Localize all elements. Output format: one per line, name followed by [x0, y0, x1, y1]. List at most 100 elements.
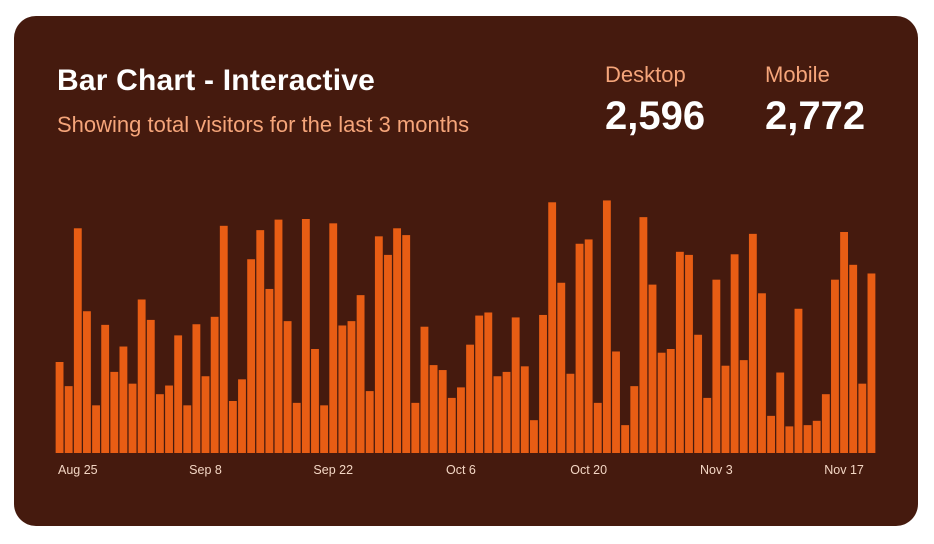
bar[interactable]	[685, 254, 693, 453]
bar[interactable]	[238, 379, 246, 453]
bar[interactable]	[767, 415, 776, 453]
bar[interactable]	[593, 402, 602, 453]
bar[interactable]	[502, 371, 511, 453]
bar[interactable]	[539, 314, 547, 453]
bar[interactable]	[101, 324, 110, 453]
bar[interactable]	[785, 426, 794, 453]
bar[interactable]	[840, 232, 848, 453]
bar[interactable]	[675, 251, 684, 453]
bar[interactable]	[548, 202, 557, 453]
bar[interactable]	[183, 405, 192, 453]
bar[interactable]	[128, 383, 137, 453]
bar[interactable]	[520, 366, 529, 453]
chart-card: Bar Chart - Interactive Showing total vi…	[14, 16, 918, 526]
bar[interactable]	[247, 259, 256, 453]
bar[interactable]	[821, 394, 830, 453]
bar[interactable]	[356, 295, 365, 453]
bar[interactable]	[265, 288, 274, 453]
bar[interactable]	[748, 233, 757, 453]
bar[interactable]	[466, 344, 474, 453]
bar[interactable]	[174, 335, 183, 453]
desktop-total: 2,596	[605, 94, 706, 138]
bar[interactable]	[812, 420, 821, 453]
bar[interactable]	[730, 254, 739, 453]
bar[interactable]	[739, 360, 748, 453]
bar[interactable]	[602, 200, 611, 453]
bar[interactable]	[639, 217, 648, 453]
bar[interactable]	[155, 394, 164, 453]
bar[interactable]	[256, 230, 265, 453]
x-tick-label: Nov 17	[824, 463, 864, 477]
bar[interactable]	[274, 219, 283, 453]
bar[interactable]	[165, 385, 173, 453]
bar[interactable]	[612, 351, 620, 453]
bar[interactable]	[694, 334, 703, 453]
bar[interactable]	[657, 352, 666, 453]
bar[interactable]	[64, 386, 73, 453]
bar[interactable]	[831, 279, 839, 453]
bar[interactable]	[447, 397, 456, 453]
bar[interactable]	[283, 321, 292, 453]
bar[interactable]	[55, 362, 64, 453]
bar[interactable]	[384, 254, 392, 453]
bar[interactable]	[648, 284, 657, 453]
bar[interactable]	[320, 405, 329, 453]
bar[interactable]	[329, 223, 338, 453]
bar[interactable]	[137, 299, 146, 453]
bar[interactable]	[374, 236, 383, 453]
bar[interactable]	[92, 405, 100, 453]
bar[interactable]	[703, 397, 712, 453]
bar[interactable]	[794, 308, 803, 453]
x-tick-label: Oct 6	[446, 463, 476, 477]
bar[interactable]	[83, 311, 91, 453]
x-tick-label: Sep 8	[189, 463, 222, 477]
bar[interactable]	[119, 346, 128, 453]
bar[interactable]	[511, 317, 520, 453]
bar[interactable]	[429, 365, 438, 453]
bar[interactable]	[201, 376, 210, 453]
bar[interactable]	[411, 402, 420, 453]
bar-chart: Aug 25 Sep 8 Sep 22 Oct 6 Oct 20 Nov 3 Nov 17	[55, 200, 876, 477]
bar[interactable]	[721, 365, 730, 453]
bar[interactable]	[311, 349, 319, 453]
bar[interactable]	[338, 325, 347, 453]
bar[interactable]	[438, 370, 447, 453]
bar[interactable]	[529, 420, 538, 453]
bar[interactable]	[73, 228, 82, 453]
bar[interactable]	[493, 376, 502, 453]
bar[interactable]	[365, 391, 374, 453]
desktop-toggle[interactable]: Desktop 2,596	[605, 62, 705, 139]
bar[interactable]	[621, 425, 630, 453]
bar[interactable]	[776, 372, 785, 453]
bar[interactable]	[712, 279, 721, 453]
bar[interactable]	[347, 321, 356, 453]
bar[interactable]	[584, 239, 593, 453]
x-tick-label: Oct 20	[570, 463, 607, 477]
bar[interactable]	[803, 425, 812, 453]
bar[interactable]	[420, 326, 429, 453]
bar[interactable]	[566, 373, 575, 453]
bar[interactable]	[575, 243, 584, 453]
bar[interactable]	[666, 349, 675, 453]
bar[interactable]	[219, 225, 228, 453]
bar[interactable]	[292, 402, 301, 453]
bar[interactable]	[301, 219, 310, 453]
bar[interactable]	[475, 315, 484, 453]
bar[interactable]	[849, 264, 858, 453]
bar[interactable]	[210, 316, 219, 453]
bar[interactable]	[758, 293, 766, 453]
bar[interactable]	[393, 228, 402, 453]
bar[interactable]	[228, 401, 237, 453]
bar[interactable]	[557, 282, 566, 453]
bar[interactable]	[146, 319, 155, 453]
bar[interactable]	[867, 273, 876, 453]
bar[interactable]	[457, 387, 465, 453]
bar[interactable]	[192, 324, 201, 453]
bar[interactable]	[630, 386, 639, 453]
bar[interactable]	[858, 383, 867, 453]
mobile-toggle[interactable]: Mobile 2,772	[765, 62, 865, 139]
bar[interactable]	[110, 371, 119, 453]
bar[interactable]	[484, 312, 493, 453]
bar[interactable]	[402, 235, 411, 453]
chart-subtitle: Showing total visitors for the last 3 mo…	[57, 112, 470, 137]
